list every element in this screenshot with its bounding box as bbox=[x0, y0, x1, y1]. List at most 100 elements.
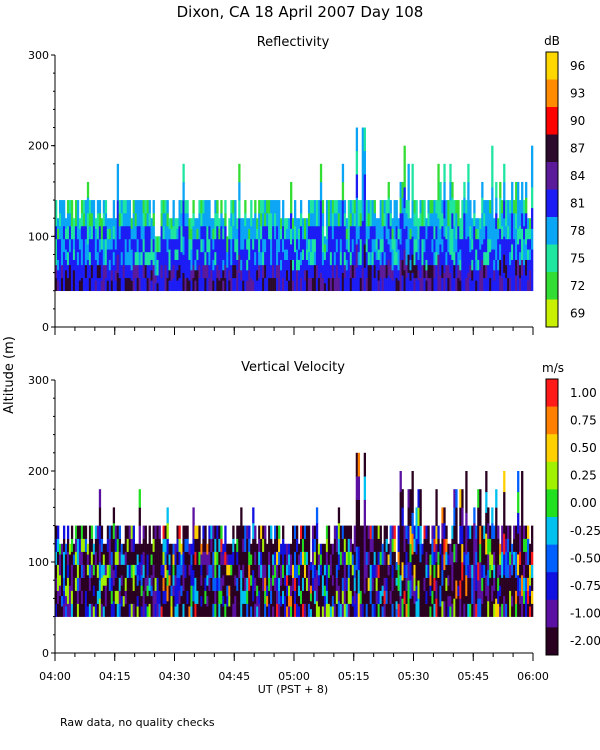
heatmap-cell bbox=[184, 277, 187, 292]
heatmap-cell bbox=[497, 218, 500, 229]
heatmap-cell bbox=[317, 238, 321, 253]
heatmap-cell bbox=[481, 564, 484, 578]
heatmap-cell bbox=[351, 585, 355, 597]
heatmap-cell bbox=[64, 543, 68, 555]
heatmap-cell bbox=[108, 577, 112, 591]
heatmap-cell bbox=[337, 507, 341, 524]
heatmap-cell bbox=[74, 525, 78, 539]
heatmap-cell bbox=[349, 538, 353, 552]
heatmap-cell bbox=[218, 577, 221, 591]
heatmap-cell bbox=[493, 564, 496, 578]
heatmap-cell bbox=[489, 577, 492, 591]
heatmap-cell bbox=[288, 606, 291, 617]
heatmap-cell bbox=[94, 249, 98, 260]
heatmap-cell bbox=[64, 270, 68, 281]
heatmap-cell bbox=[525, 590, 528, 604]
heatmap-cell bbox=[142, 525, 145, 539]
heatmap-cell bbox=[182, 590, 185, 604]
heatmap-cell bbox=[56, 259, 60, 271]
heatmap-cell bbox=[188, 606, 191, 617]
heatmap-cell bbox=[168, 606, 171, 617]
colorbar-swatch bbox=[546, 517, 558, 545]
heatmap-cell bbox=[501, 225, 504, 240]
heatmap-cell bbox=[459, 489, 462, 508]
heatmap-cell bbox=[244, 200, 247, 214]
heatmap-cell bbox=[76, 264, 80, 279]
heatmap-cell bbox=[88, 590, 92, 604]
heatmap-cell bbox=[114, 270, 118, 281]
heatmap-cell bbox=[431, 277, 434, 292]
heatmap-cell bbox=[144, 564, 147, 578]
heatmap-cell bbox=[467, 200, 470, 219]
heatmap-cell bbox=[403, 270, 406, 292]
heatmap-cell bbox=[230, 251, 233, 266]
heatmap-cell bbox=[150, 575, 153, 586]
heatmap-cell bbox=[521, 213, 524, 229]
heatmap-cell bbox=[236, 249, 239, 260]
heatmap-cell bbox=[531, 249, 534, 271]
heatmap-cell bbox=[242, 525, 245, 539]
heatmap-cell bbox=[463, 181, 466, 198]
heatmap-cell bbox=[254, 564, 257, 578]
heatmap-cell bbox=[152, 577, 155, 591]
heatmap-cell bbox=[311, 525, 315, 539]
heatmap-cell bbox=[501, 264, 504, 279]
heatmap-cell bbox=[343, 525, 347, 539]
heatmap-cell bbox=[321, 575, 325, 586]
heatmap-cell bbox=[250, 575, 253, 586]
heatmap-cell bbox=[218, 551, 221, 565]
heatmap-cell bbox=[186, 551, 189, 565]
heatmap-cell bbox=[98, 277, 102, 292]
heatmap-cell bbox=[162, 577, 165, 591]
heatmap-cell bbox=[365, 551, 368, 565]
heatmap-cell bbox=[160, 575, 163, 586]
heatmap-cell bbox=[519, 213, 522, 227]
heatmap-cell bbox=[467, 538, 470, 552]
heatmap-cell bbox=[262, 200, 265, 214]
heatmap-cell bbox=[140, 554, 143, 565]
heatmap-cell bbox=[240, 228, 243, 240]
heatmap-cell bbox=[341, 590, 345, 604]
heatmap-cell bbox=[62, 238, 66, 253]
heatmap-cell bbox=[467, 218, 470, 237]
heatmap-cell bbox=[172, 213, 175, 227]
heatmap-cell bbox=[435, 251, 438, 266]
heatmap-cell bbox=[246, 590, 249, 604]
heatmap-cell bbox=[365, 564, 368, 578]
heatmap-cell bbox=[290, 244, 293, 260]
heatmap-cell bbox=[395, 277, 398, 292]
x-tick-label: 05:30 bbox=[398, 670, 430, 683]
heatmap-cell bbox=[58, 543, 62, 555]
heatmap-cell bbox=[262, 551, 265, 565]
heatmap-cell bbox=[485, 200, 488, 214]
heatmap-cell bbox=[150, 554, 153, 565]
heatmap-cell bbox=[104, 225, 108, 240]
heatmap-cell bbox=[206, 277, 209, 292]
heatmap-cell bbox=[180, 264, 183, 279]
heatmap-cell bbox=[373, 590, 376, 604]
heatmap-cell bbox=[443, 523, 446, 539]
heatmap-cell bbox=[317, 564, 321, 576]
heatmap-cell bbox=[70, 238, 74, 253]
heatmap-cell bbox=[258, 225, 261, 240]
heatmap-cell bbox=[100, 270, 104, 281]
heatmap-cell bbox=[284, 564, 287, 576]
heatmap-cell bbox=[228, 564, 231, 576]
heatmap-cell bbox=[62, 251, 66, 266]
heatmap-cell bbox=[180, 225, 183, 240]
heatmap-cell bbox=[60, 213, 64, 227]
heatmap-cell bbox=[505, 590, 508, 604]
heatmap-cell bbox=[463, 590, 466, 604]
heatmap-cell bbox=[387, 181, 390, 198]
heatmap-cell bbox=[431, 213, 434, 227]
heatmap-cell bbox=[375, 259, 378, 271]
heatmap-cell bbox=[331, 554, 335, 565]
heatmap-cell bbox=[511, 181, 514, 198]
heatmap-cell bbox=[100, 564, 104, 578]
heatmap-cell bbox=[138, 264, 141, 279]
heatmap-cell bbox=[419, 543, 422, 563]
heatmap-cell bbox=[196, 270, 199, 281]
heatmap-cell bbox=[158, 282, 161, 292]
heatmap-cell bbox=[509, 603, 512, 617]
heatmap-cell bbox=[447, 575, 450, 586]
